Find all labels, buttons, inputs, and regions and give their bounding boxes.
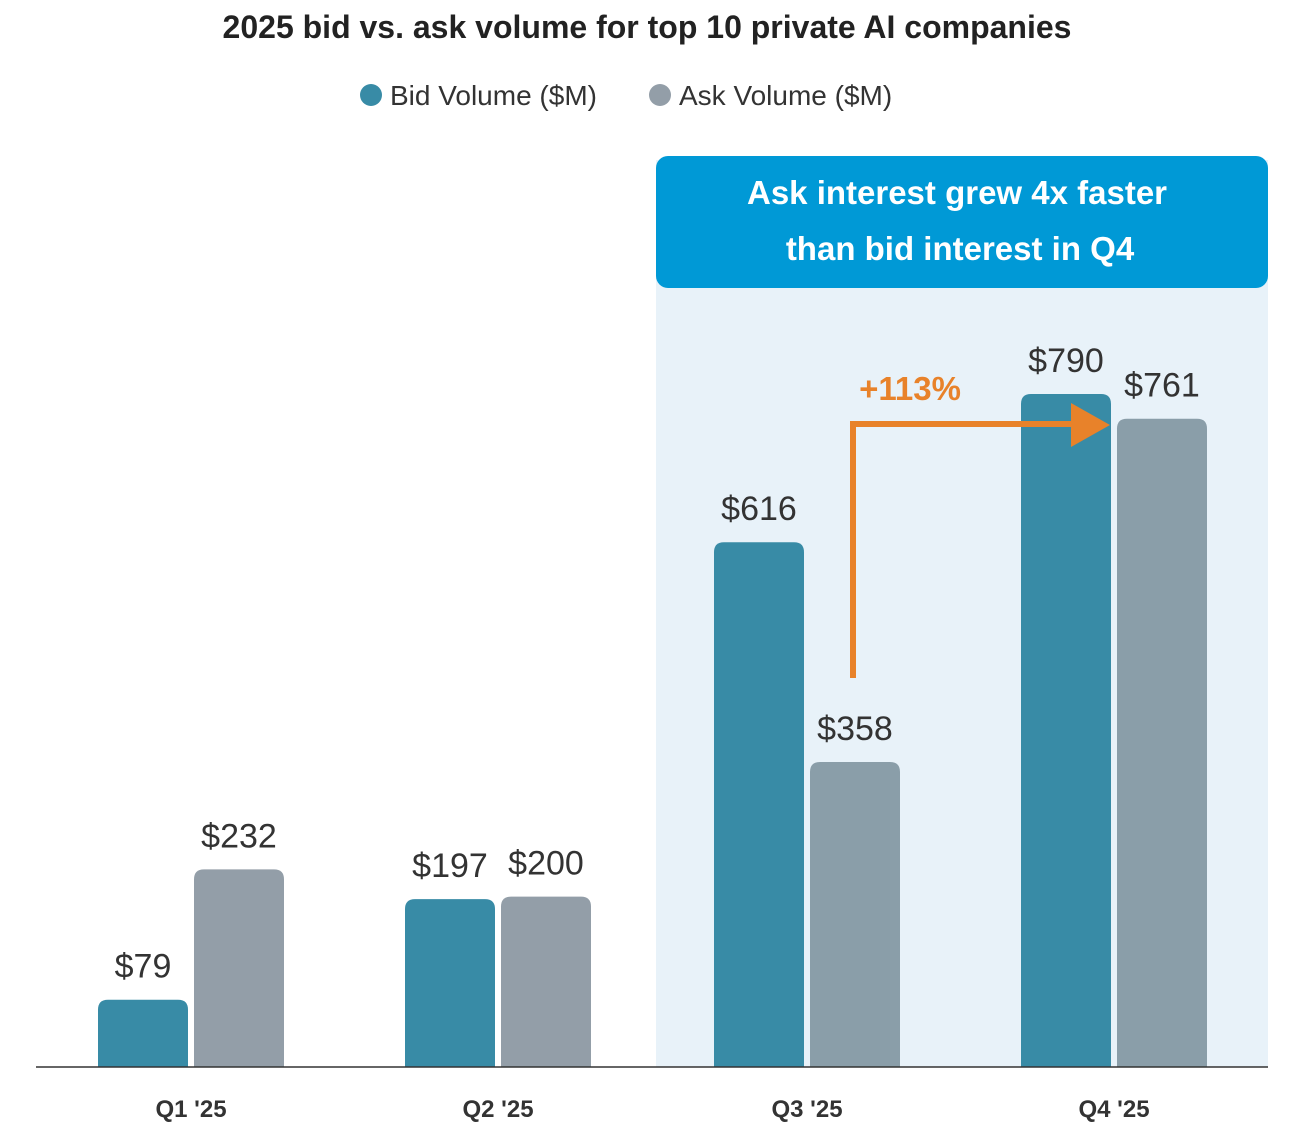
bid-bar-1 <box>98 999 188 1067</box>
ask-value-label-1: $232 <box>201 817 277 855</box>
growth-arrow-head <box>1071 403 1110 447</box>
ask-bar-2 <box>501 896 591 1067</box>
ask-bar-4 <box>1117 418 1207 1067</box>
bid-bar-4 <box>1021 394 1111 1067</box>
ask-bar-3 <box>810 762 900 1067</box>
bid-bar-3 <box>714 542 804 1067</box>
legend-bid-swatch <box>360 84 382 106</box>
growth-arrow-line <box>850 421 1078 678</box>
ask-value-label-4: $761 <box>1124 367 1200 405</box>
legend-ask-swatch <box>649 84 671 106</box>
bid-value-label-4: $790 <box>1028 342 1104 380</box>
x-tick-label-2: Q2 '25 <box>462 1096 533 1123</box>
bid-bar-2 <box>405 899 495 1067</box>
callout-line-1: Ask interest grew 4x faster <box>747 174 1167 211</box>
x-tick-label-3: Q3 '25 <box>771 1096 842 1123</box>
callout-line-2: than bid interest in Q4 <box>786 230 1135 267</box>
legend-bid-label: Bid Volume ($M) <box>390 80 597 111</box>
bid-value-label-3: $616 <box>721 490 797 528</box>
ask-value-label-2: $200 <box>508 845 584 883</box>
legend-ask-label: Ask Volume ($M) <box>679 80 892 111</box>
growth-label: +113% <box>859 370 961 407</box>
callout-box <box>656 156 1268 288</box>
ask-value-label-3: $358 <box>817 710 893 748</box>
x-tick-label-4: Q4 '25 <box>1078 1096 1149 1123</box>
ask-bar-1 <box>194 869 284 1067</box>
bid-value-label-2: $197 <box>412 847 488 885</box>
chart-title: 2025 bid vs. ask volume for top 10 priva… <box>223 9 1072 45</box>
bid-value-label-1: $79 <box>115 948 172 986</box>
x-tick-label-1: Q1 '25 <box>155 1096 226 1123</box>
